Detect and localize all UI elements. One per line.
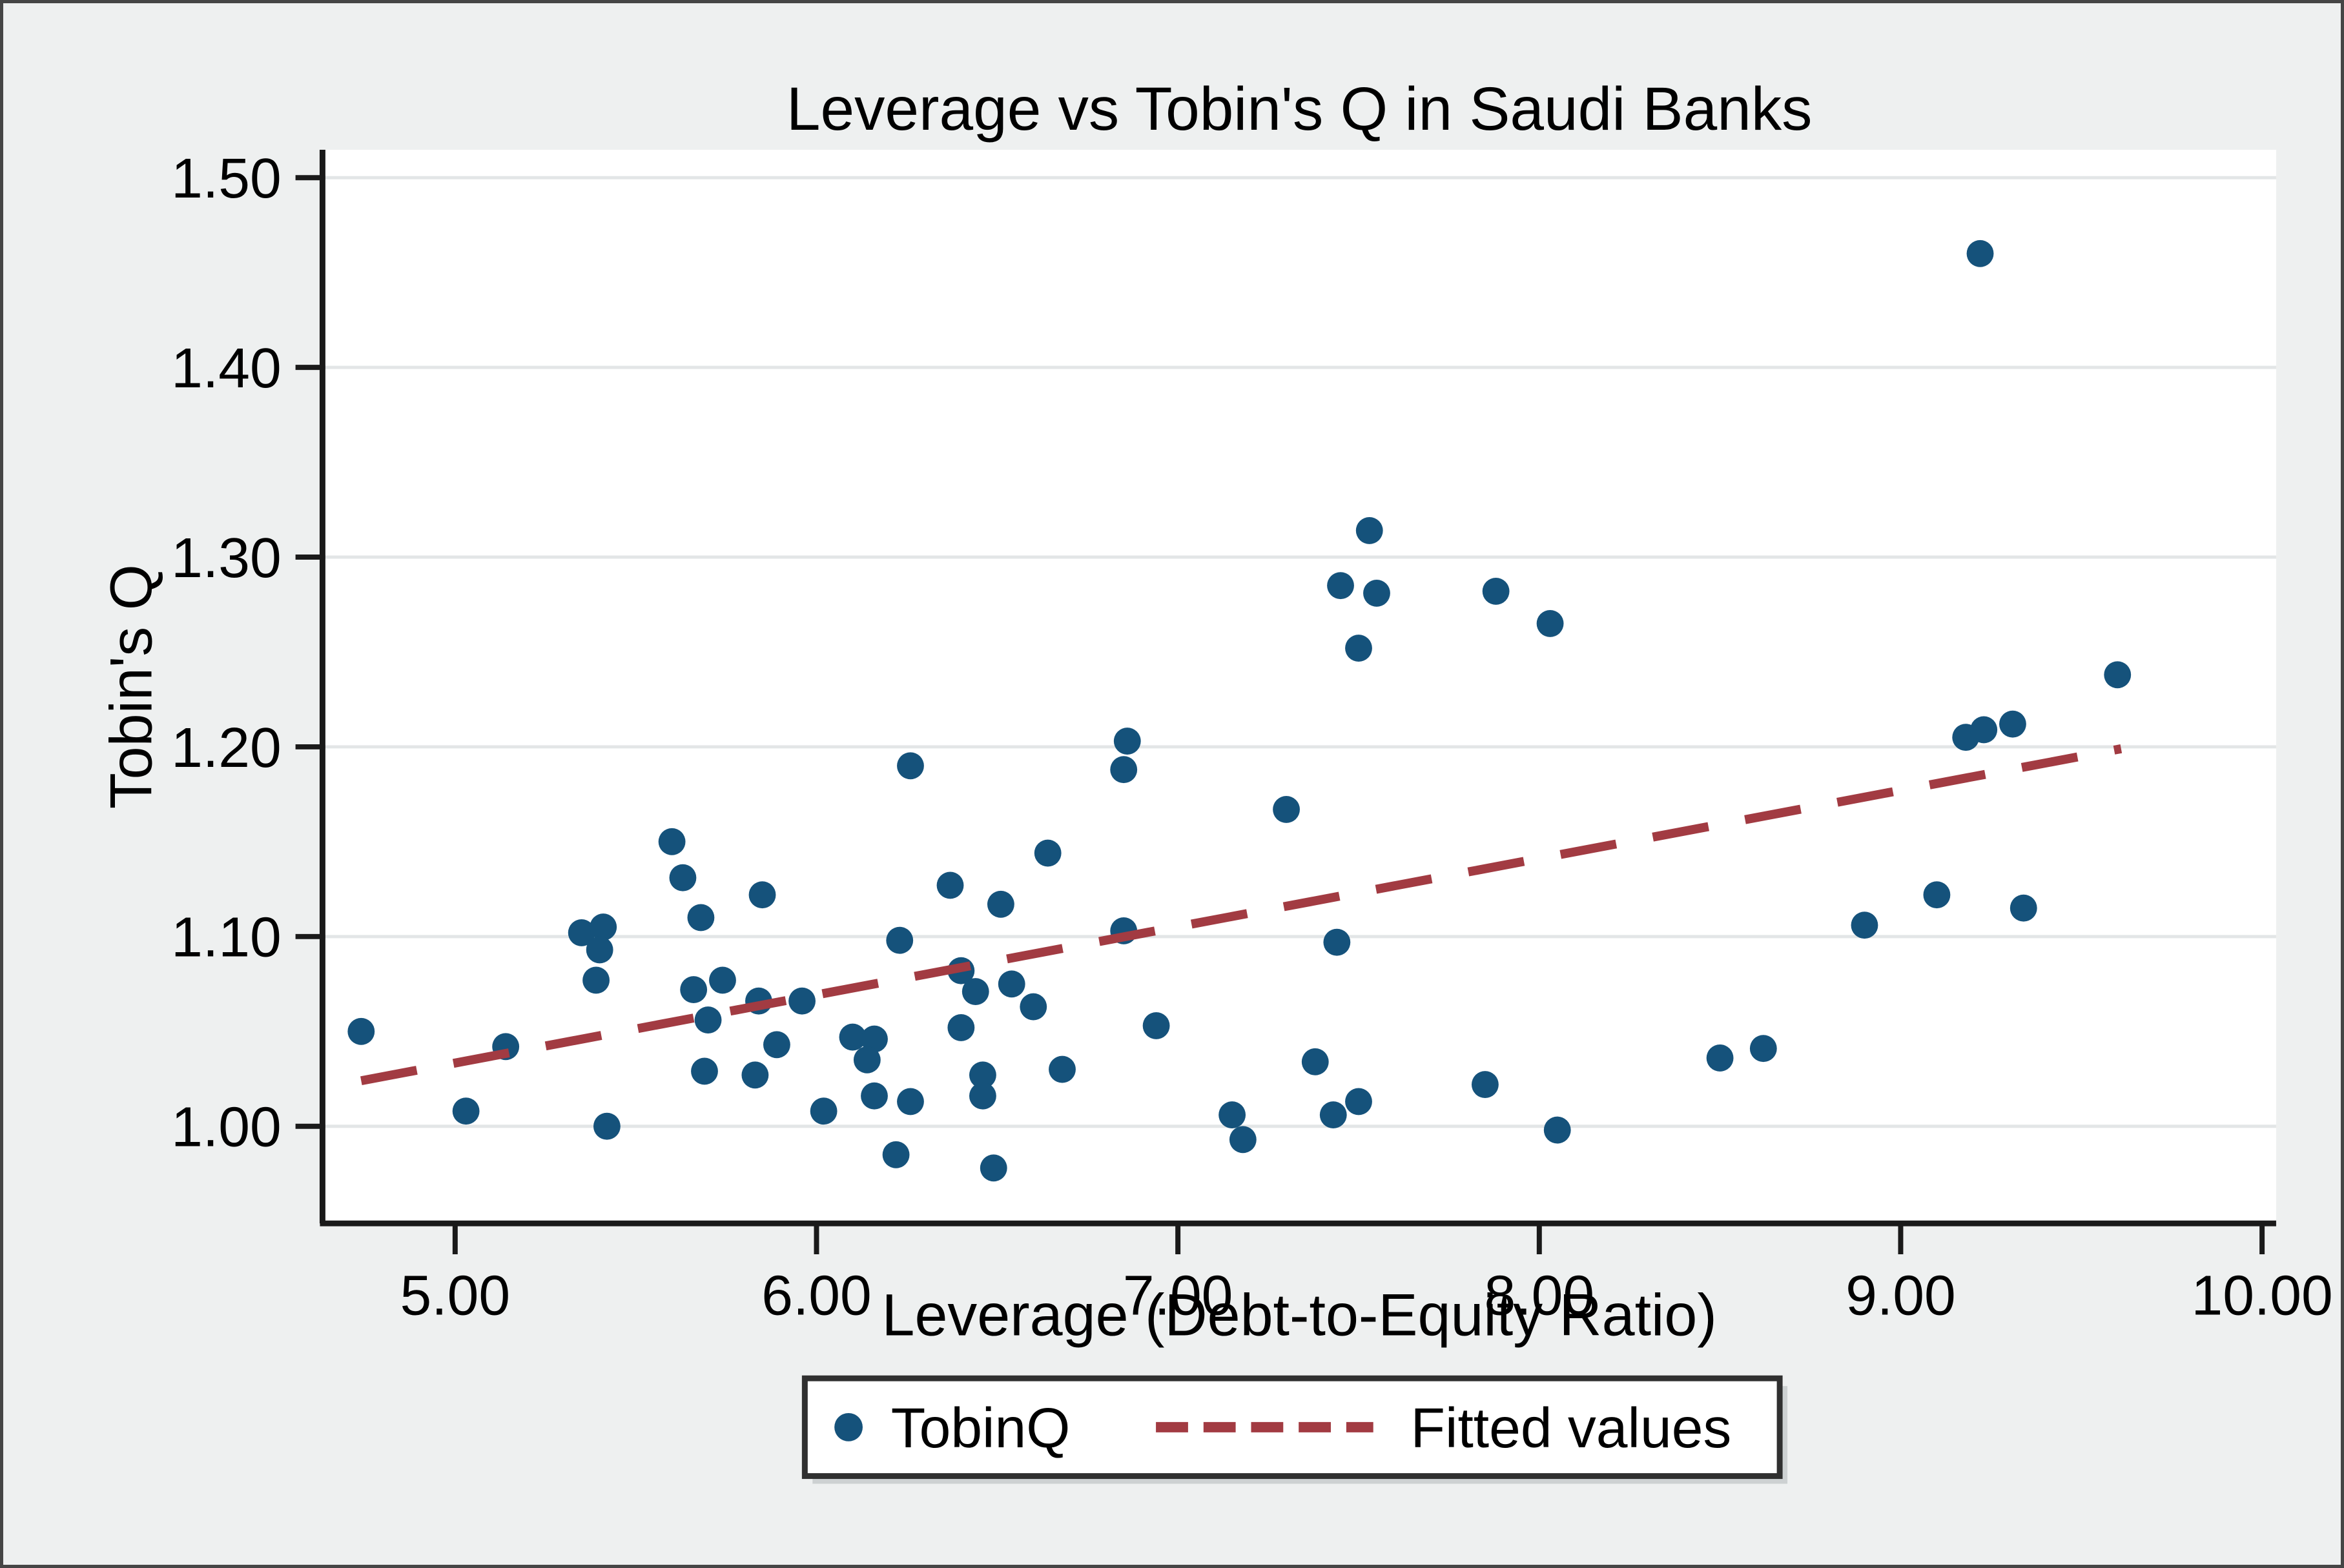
data-point [998,970,1025,998]
x-tick-label: 9.00 [1845,1264,1956,1327]
data-point [853,1046,881,1074]
y-axis-title: Tobin's Q [99,564,165,809]
data-point [1536,610,1564,637]
data-point [969,1082,996,1110]
x-tick-label: 8.00 [1485,1264,1595,1327]
data-point [1049,1055,1076,1083]
y-tick-label: 1.40 [171,336,282,400]
y-tick-label: 1.50 [171,147,282,210]
y-tick-label: 1.20 [171,716,282,779]
x-tick-label: 5.00 [400,1264,511,1327]
data-point [452,1097,480,1125]
data-point [586,936,613,964]
data-point [861,1025,888,1053]
x-axis-title: Leverage (Debt-to-Equity Ratio) [882,1282,1717,1348]
data-point [658,828,686,855]
data-point [741,1061,769,1089]
scatter-plot-canvas: 1.00 1.10 1.20 1.30 1.40 1.50 5.00 6.00 7.00 8.00… [99,75,2333,1484]
data-point [347,1017,375,1045]
data-point [680,976,708,1003]
y-tick-label: 1.10 [171,906,282,969]
fitted-line [360,744,2123,1086]
x-tick-label: 7.00 [1123,1264,1233,1327]
data-point [593,1112,621,1140]
legend-box [801,1375,1783,1480]
data-point [691,1057,718,1085]
data-point [987,890,1014,918]
data-point [1034,839,1062,867]
chart-title: Leverage vs Tobin's Q in Saudi Banks [786,75,1813,143]
data-point [1020,993,1047,1021]
data-point [1966,239,1994,267]
x-tick-label: 6.00 [761,1264,872,1327]
data-point [1327,572,1354,600]
data-point [936,871,964,899]
data-point [1543,1116,1571,1144]
data-point [810,1097,838,1125]
data-point [590,913,617,941]
data-point [947,1014,975,1041]
data-point [1345,635,1372,662]
data-point [897,752,924,780]
data-point [1471,1071,1499,1098]
legend: TobinQ Fitted values [801,1375,1788,1484]
legend-label-tobinq: TobinQ [891,1396,1071,1460]
data-point [1706,1044,1734,1072]
data-point [694,1006,722,1034]
data-point [763,1031,790,1059]
data-point [1345,1088,1372,1115]
axes: 1.00 1.10 1.20 1.30 1.40 1.50 5.00 6.00 7.00 8.00… [171,147,2333,1327]
data-point [669,864,697,891]
data-point [568,919,595,946]
data-point [1749,1035,1777,1063]
data-point [969,1061,996,1089]
data-point [1273,796,1300,823]
data-point [1319,1101,1347,1128]
data-point [709,966,736,994]
data-point [1323,928,1351,956]
gridlines [322,176,2276,1128]
data-point [897,1088,924,1115]
data-point [1110,756,1138,784]
data-point [2010,894,2037,922]
data-point [1999,710,2026,738]
data-point [1482,578,1510,605]
data-point [886,926,914,954]
data-point [1355,517,1383,544]
data-point [1923,881,1951,909]
x-tick-label: 10.00 [2191,1264,2332,1327]
data-point [1970,716,1998,744]
y-tick-label: 1.00 [171,1095,282,1159]
data-point [2104,661,2132,689]
data-point [961,978,989,1005]
data-point [882,1141,910,1168]
data-point [839,1023,867,1051]
data-point [687,904,715,932]
data-point [748,881,776,909]
y-tick-label: 1.30 [171,526,282,589]
legend-marker-icon [834,1412,863,1441]
data-point [1142,1012,1170,1039]
data-point [1851,911,1878,939]
data-point [788,987,816,1015]
data-point [1301,1048,1329,1075]
data-point [1229,1126,1257,1154]
data-point [1363,580,1390,607]
data-point [582,966,610,994]
legend-label-fitted: Fitted values [1410,1396,1731,1460]
data-point [861,1082,888,1110]
data-point [1113,728,1141,755]
plot-area [322,150,2276,1224]
scatter-points [347,239,2132,1182]
data-point [980,1154,1007,1182]
fitted-values-line [360,744,2123,1086]
data-point [1218,1101,1246,1128]
